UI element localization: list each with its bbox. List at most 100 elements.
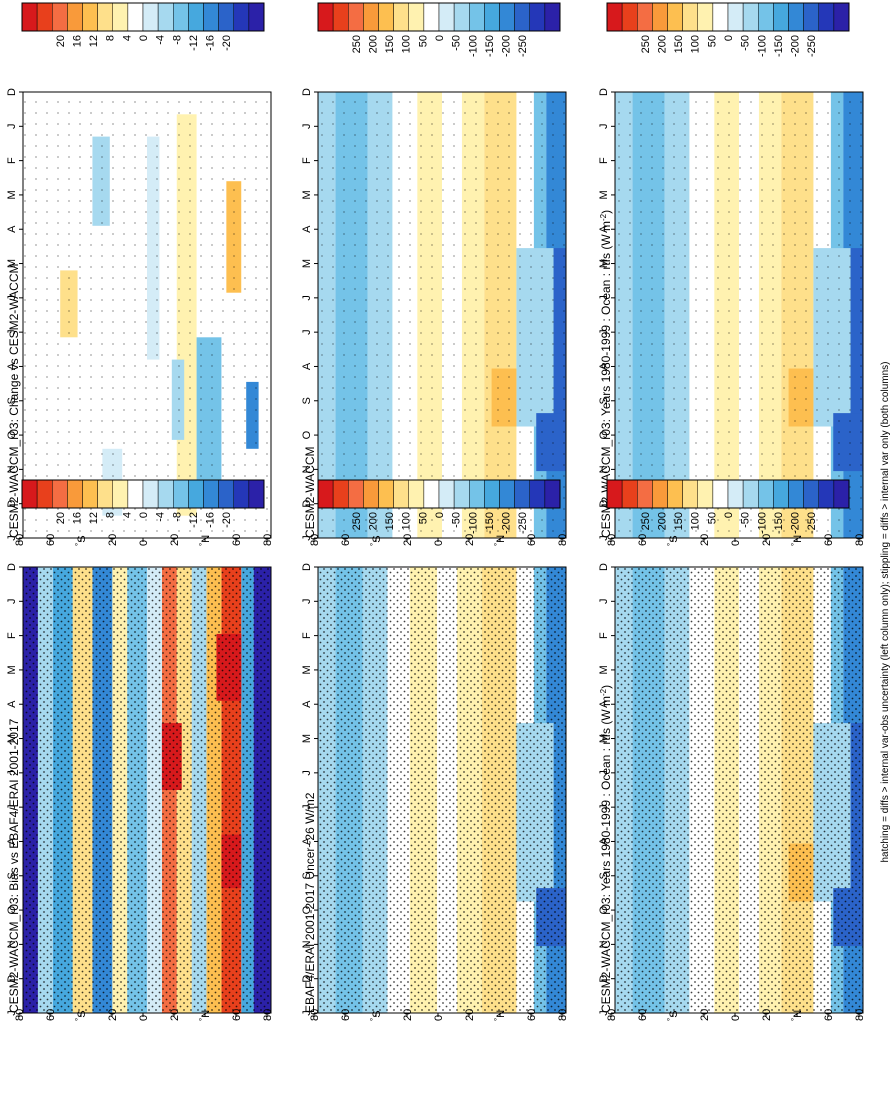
colorbar-tick-label: 250: [351, 35, 363, 53]
colorbar-swatch: [82, 2, 98, 32]
colorbar-swatch: [529, 479, 546, 509]
colorbar-p00: 250 200 150 100 50 0 -50 -100 -150 -200 -250: [606, 2, 850, 57]
x-tick-label: A: [6, 362, 18, 370]
colorbar-tick-label: 150: [673, 35, 685, 53]
x-tick-label: J: [301, 1010, 313, 1016]
x-tick-label: M: [6, 734, 18, 743]
colorbar-swatch: [758, 2, 774, 32]
x-tick-label: J: [598, 804, 610, 810]
colorbar-swatch: [727, 2, 744, 32]
hemisphere-label: N: [495, 1010, 507, 1018]
stippling: [615, 92, 863, 538]
hemisphere-label: N: [495, 535, 507, 543]
colorbar-tick-label: 12: [88, 35, 100, 47]
x-tick-label: J: [598, 329, 610, 335]
colorbar-swatch: [818, 2, 835, 32]
y-tick-label: 0: [433, 540, 445, 546]
x-tick-label: A: [301, 362, 313, 370]
hemisphere-label: S: [76, 535, 88, 542]
colorbar-swatch: [469, 479, 485, 509]
colorbar-tick-label: 200: [367, 35, 379, 53]
panel-title: CESM2-WACCM: [303, 446, 317, 538]
colorbar-tick-label: 150: [384, 512, 396, 530]
x-tick-label: M: [598, 259, 610, 268]
colorbar-tick-label: 200: [367, 512, 379, 530]
x-tick-label: J: [6, 1010, 18, 1016]
x-tick-label: N: [301, 465, 313, 473]
colorbar-tick-label: 0: [434, 512, 446, 518]
y-tick-label: 80: [557, 534, 569, 546]
panel-title: EBAF4/ERAI 2001-2017 Uncer~26 W/m2: [303, 792, 317, 1013]
colorbar-swatch: [438, 479, 455, 509]
degree-mark: °: [790, 543, 799, 546]
colorbar-tick-label: 100: [401, 35, 413, 53]
colorbar-tick-label: 12: [88, 512, 100, 524]
panel-title-text: CESM2-WACCM_r03: Years 1980-1999 : Ocean…: [599, 221, 613, 538]
y-tick-label: 0: [730, 1015, 742, 1021]
x-tick-label: M: [301, 190, 313, 199]
y-tick-label: °N: [493, 535, 508, 546]
degree-mark: °: [198, 1018, 207, 1021]
colorbar-swatch: [157, 2, 174, 32]
colorbar-swatch: [332, 2, 349, 32]
colorbar-swatch: [317, 2, 334, 32]
colorbar-tick-label: 0: [138, 512, 150, 518]
colorbar-tick-label: -200: [790, 35, 802, 57]
colorbar-tick-label: -250: [806, 35, 818, 57]
x-tick-label: N: [301, 940, 313, 948]
y-tick-label: °S: [666, 1010, 681, 1021]
x-tick-label: A: [598, 837, 610, 845]
x-tick-label: M: [598, 665, 610, 674]
x-tick-label: D: [598, 500, 610, 508]
colorbar-frame: [21, 2, 265, 32]
y-tick-label: 80: [854, 534, 866, 546]
x-tick-label: J: [598, 1010, 610, 1016]
colorbar-swatch: [21, 479, 38, 509]
colorbar-tick-label: 0: [434, 35, 446, 41]
panel-title: CESM2-WACCM_r03: Bias vs EBAF4/ERAI 2001…: [7, 718, 21, 1013]
colorbar-tick-label: 50: [417, 35, 429, 47]
x-tick-label: M: [301, 734, 313, 743]
x-tick-label: D: [6, 563, 18, 571]
colorbar-swatch: [773, 2, 789, 32]
x-tick-label: A: [301, 700, 313, 708]
x-tick-label: N: [6, 940, 18, 948]
colorbar-swatch: [453, 2, 470, 32]
x-tick-label: M: [6, 665, 18, 674]
colorbar-swatch: [233, 2, 250, 32]
x-tick-label: J: [6, 295, 18, 301]
hemisphere-label: S: [371, 535, 383, 542]
degree-mark: °: [493, 1018, 502, 1021]
x-tick-label: D: [301, 88, 313, 96]
colorbar-tick-label: -150: [484, 512, 496, 534]
y-tick-label: 60: [526, 1009, 538, 1021]
x-tick-label: D: [6, 975, 18, 983]
panel-title-tail: ): [599, 685, 613, 689]
x-tick-label: J: [598, 599, 610, 605]
x-tick-label: F: [301, 157, 313, 164]
y-tick-label: 80: [606, 1009, 618, 1021]
x-tick-label: A: [6, 700, 18, 708]
colorbar-swatch: [332, 479, 349, 509]
colorbar-swatch: [363, 479, 379, 509]
colorbar-swatch: [408, 2, 425, 32]
colorbar-p02: 20 16 12 8 4 0 -4 -8 -12 -16 -20: [21, 2, 265, 51]
stippling: [318, 567, 566, 1013]
y-tick-label: °N: [198, 1010, 213, 1021]
panel-title: CESM2-WACCM_r03: Change vs CESM2-WACCM: [7, 264, 21, 539]
y-tick-label: 20: [169, 1009, 181, 1021]
colorbar-swatch: [218, 479, 234, 509]
degree-mark: °: [369, 1018, 378, 1021]
colorbar-tick-label: -16: [205, 512, 217, 528]
y-tick-label: 20: [761, 534, 773, 546]
colorbar-tick-label: -12: [188, 512, 200, 528]
x-tick-label: A: [301, 837, 313, 845]
y-tick-label: 0: [433, 1015, 445, 1021]
colorbar-swatch: [544, 2, 561, 32]
x-tick-label: F: [598, 632, 610, 639]
colorbar-tick-label: -150: [484, 35, 496, 57]
